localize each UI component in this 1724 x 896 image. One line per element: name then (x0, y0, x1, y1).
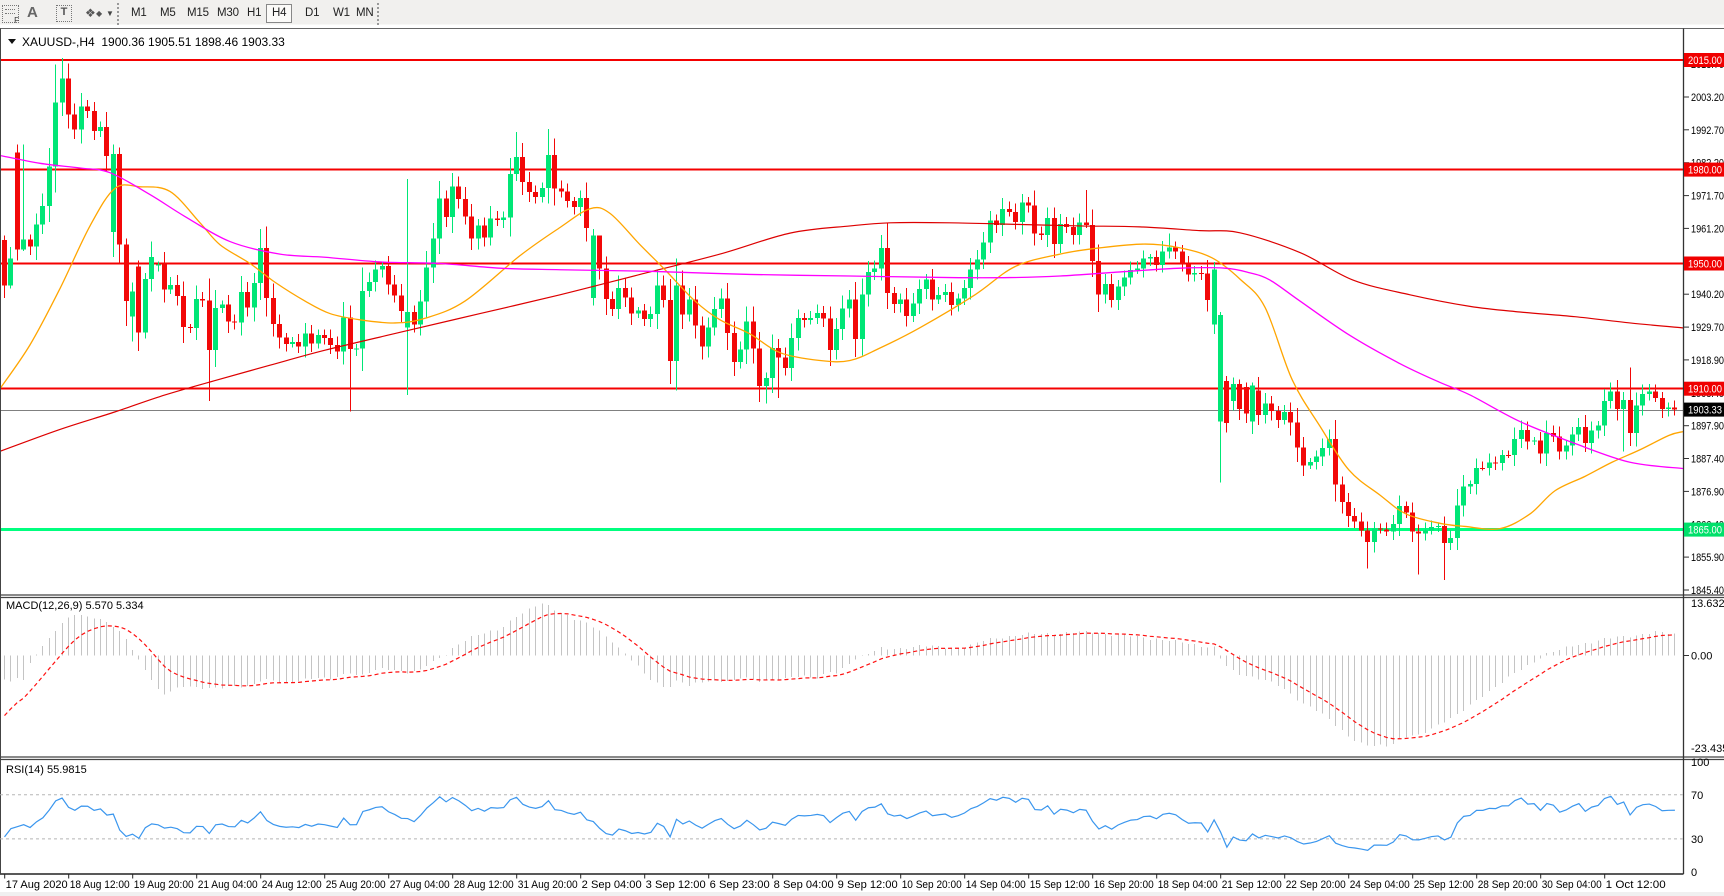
svg-text:25 Sep 12:00: 25 Sep 12:00 (1414, 879, 1474, 891)
svg-text:1929.70: 1929.70 (1691, 322, 1724, 334)
svg-text:22 Sep 20:00: 22 Sep 20:00 (1286, 879, 1346, 891)
svg-text:1910.00: 1910.00 (1688, 384, 1722, 396)
svg-text:9 Sep 12:00: 9 Sep 12:00 (838, 879, 898, 891)
svg-text:100: 100 (1691, 757, 1709, 769)
svg-text:6 Sep 23:00: 6 Sep 23:00 (710, 879, 770, 891)
svg-text:8 Sep 04:00: 8 Sep 04:00 (774, 879, 834, 891)
svg-text:21 Sep 12:00: 21 Sep 12:00 (1222, 879, 1282, 891)
svg-text:3 Sep 12:00: 3 Sep 12:00 (646, 879, 706, 891)
svg-text:1940.20: 1940.20 (1691, 289, 1724, 301)
svg-text:2003.20: 2003.20 (1691, 92, 1724, 104)
svg-text:30: 30 (1691, 834, 1703, 846)
svg-text:RSI(14) 55.9815: RSI(14) 55.9815 (6, 764, 87, 776)
svg-text:24 Aug 12:00: 24 Aug 12:00 (262, 879, 322, 891)
svg-text:28 Aug 12:00: 28 Aug 12:00 (454, 879, 514, 891)
svg-text:1918.90: 1918.90 (1691, 355, 1724, 367)
svg-text:1887.40: 1887.40 (1691, 454, 1724, 466)
svg-text:27 Aug 04:00: 27 Aug 04:00 (390, 879, 450, 891)
svg-text:1950.00: 1950.00 (1688, 259, 1722, 271)
svg-text:18 Aug 12:00: 18 Aug 12:00 (70, 879, 130, 891)
svg-text:13.632: 13.632 (1691, 598, 1724, 610)
svg-text:0.00: 0.00 (1691, 651, 1712, 663)
svg-text:31 Aug 20:00: 31 Aug 20:00 (518, 879, 578, 891)
svg-text:1845.40: 1845.40 (1691, 585, 1724, 597)
svg-text:XAUUSD-,H4 1900.36 1905.51 18: XAUUSD-,H4 1900.36 1905.51 1898.46 1903.… (22, 35, 285, 49)
svg-text:1971.70: 1971.70 (1691, 191, 1724, 203)
svg-text:1 Oct 12:00: 1 Oct 12:00 (1606, 879, 1666, 891)
svg-text:1961.20: 1961.20 (1691, 223, 1724, 235)
svg-text:2015.00: 2015.00 (1688, 55, 1722, 67)
svg-text:19 Aug 20:00: 19 Aug 20:00 (134, 879, 194, 891)
svg-text:1855.90: 1855.90 (1691, 552, 1724, 564)
svg-text:1992.70: 1992.70 (1691, 125, 1724, 137)
svg-text:70: 70 (1691, 790, 1703, 802)
svg-text:2 Sep 04:00: 2 Sep 04:00 (582, 879, 642, 891)
svg-text:MACD(12,26,9) 5.570 5.334: MACD(12,26,9) 5.570 5.334 (6, 600, 144, 612)
svg-text:16 Sep 20:00: 16 Sep 20:00 (1094, 879, 1154, 891)
svg-text:17 Aug 2020: 17 Aug 2020 (6, 879, 68, 891)
svg-text:-23.435: -23.435 (1691, 743, 1724, 755)
svg-text:1876.90: 1876.90 (1691, 486, 1724, 498)
svg-text:1897.90: 1897.90 (1691, 421, 1724, 433)
svg-text:14 Sep 04:00: 14 Sep 04:00 (966, 879, 1026, 891)
svg-text:24 Sep 04:00: 24 Sep 04:00 (1350, 879, 1410, 891)
svg-text:1865.00: 1865.00 (1688, 525, 1722, 537)
svg-text:0: 0 (1691, 867, 1697, 879)
svg-text:10 Sep 20:00: 10 Sep 20:00 (902, 879, 962, 891)
svg-text:18 Sep 04:00: 18 Sep 04:00 (1158, 879, 1218, 891)
svg-text:21 Aug 04:00: 21 Aug 04:00 (198, 879, 258, 891)
svg-text:15 Sep 12:00: 15 Sep 12:00 (1030, 879, 1090, 891)
svg-text:1903.33: 1903.33 (1688, 405, 1722, 417)
svg-text:30 Sep 04:00: 30 Sep 04:00 (1542, 879, 1602, 891)
svg-text:1980.00: 1980.00 (1688, 165, 1722, 177)
svg-text:25 Aug 20:00: 25 Aug 20:00 (326, 879, 386, 891)
svg-text:28 Sep 20:00: 28 Sep 20:00 (1478, 879, 1538, 891)
